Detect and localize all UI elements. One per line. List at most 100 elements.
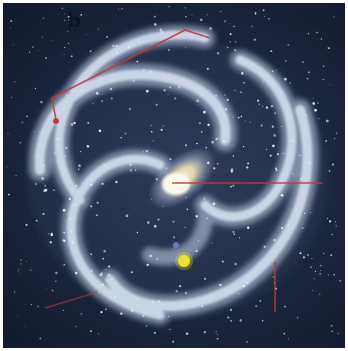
star	[20, 258, 22, 261]
star	[331, 163, 335, 166]
star	[149, 70, 153, 73]
star	[301, 227, 304, 229]
star	[90, 205, 93, 208]
star	[300, 177, 303, 181]
star	[238, 293, 240, 295]
star	[145, 89, 149, 93]
star	[29, 51, 31, 53]
star	[234, 49, 237, 52]
star	[201, 305, 204, 308]
star	[137, 41, 140, 44]
star	[185, 196, 187, 199]
star	[196, 99, 200, 103]
star	[92, 103, 94, 105]
star	[284, 305, 286, 308]
star	[337, 332, 340, 335]
star	[63, 231, 66, 234]
star	[184, 291, 188, 295]
star	[259, 300, 262, 302]
star	[90, 253, 92, 255]
star	[110, 278, 113, 280]
star	[275, 69, 277, 71]
star	[102, 257, 105, 260]
star	[153, 331, 157, 335]
star	[327, 274, 330, 276]
star	[73, 121, 76, 125]
star	[61, 7, 64, 10]
star	[43, 189, 47, 193]
star	[62, 208, 66, 212]
star	[86, 144, 90, 148]
star	[334, 221, 337, 223]
star	[313, 277, 315, 280]
star	[169, 328, 171, 331]
star	[219, 283, 222, 287]
star	[17, 270, 19, 272]
star	[339, 279, 342, 282]
star	[109, 297, 111, 299]
star	[90, 184, 93, 187]
star	[270, 104, 274, 108]
star	[129, 169, 133, 172]
star	[261, 105, 264, 107]
star	[111, 97, 113, 100]
star	[216, 337, 219, 340]
star	[98, 93, 100, 96]
star	[42, 164, 45, 167]
star	[74, 204, 77, 206]
star	[272, 276, 275, 278]
star	[317, 102, 319, 104]
star	[308, 177, 311, 179]
star	[155, 103, 158, 106]
star	[215, 138, 218, 141]
star	[205, 146, 208, 149]
star	[18, 269, 20, 271]
star	[260, 124, 263, 127]
star	[115, 51, 119, 54]
star	[226, 46, 229, 49]
star	[30, 304, 32, 306]
star	[78, 164, 81, 168]
star	[17, 316, 18, 318]
star	[25, 303, 27, 305]
star	[188, 83, 191, 85]
star	[103, 163, 105, 166]
star	[232, 116, 234, 118]
star	[96, 201, 99, 204]
star	[115, 44, 118, 48]
star	[98, 291, 100, 294]
star	[178, 284, 182, 288]
star	[104, 308, 107, 311]
star	[241, 72, 244, 75]
star	[181, 306, 184, 308]
star	[49, 241, 52, 244]
star	[102, 93, 104, 96]
star	[159, 28, 162, 31]
star	[203, 277, 207, 280]
star	[97, 333, 100, 335]
star	[204, 296, 206, 299]
star	[275, 169, 278, 171]
star	[106, 36, 108, 38]
star	[37, 305, 39, 308]
star	[64, 155, 66, 157]
star	[215, 94, 217, 97]
star	[254, 270, 257, 273]
star	[207, 123, 210, 127]
star	[169, 86, 171, 88]
star	[282, 152, 284, 155]
star	[120, 136, 123, 139]
star	[320, 270, 322, 272]
star	[95, 214, 98, 217]
star	[65, 94, 68, 97]
star	[10, 20, 13, 23]
star	[155, 178, 158, 181]
star	[230, 309, 232, 312]
star	[98, 129, 102, 133]
star	[105, 268, 107, 271]
star	[285, 60, 287, 62]
star	[309, 212, 312, 214]
star	[246, 341, 248, 343]
star	[287, 338, 289, 340]
